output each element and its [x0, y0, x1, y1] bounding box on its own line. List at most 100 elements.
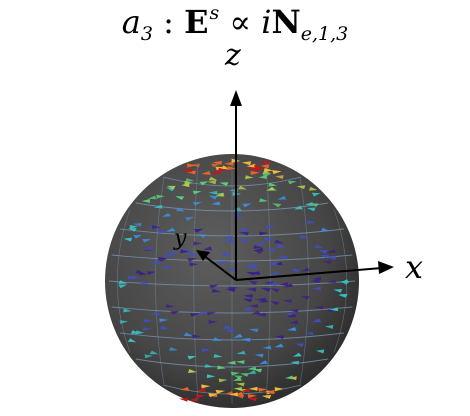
- field-arrow: [249, 166, 259, 171]
- streamline: [162, 176, 302, 187]
- y-axis-line: [202, 254, 237, 281]
- field-arrow: [224, 328, 235, 333]
- field-arrow: [228, 392, 238, 397]
- field-arrow: [306, 207, 316, 212]
- field-arrow: [127, 338, 137, 343]
- field-arrow: [141, 199, 151, 203]
- field-arrow: [206, 311, 217, 316]
- field-arrow: [284, 375, 294, 380]
- field-arrow: [270, 288, 280, 293]
- field-arrow: [254, 164, 264, 169]
- field-arrow: [256, 312, 266, 317]
- field-arrow: [199, 311, 210, 316]
- field-arrow: [143, 246, 153, 251]
- field-arrow: [292, 352, 302, 357]
- field-arrow: [159, 318, 169, 323]
- field-arrow: [319, 254, 329, 259]
- title-N-subscript: e,1,3: [300, 23, 349, 45]
- field-arrow: [263, 167, 274, 172]
- field-arrow: [264, 225, 275, 230]
- field-arrow: [235, 360, 245, 365]
- field-arrow: [296, 185, 306, 190]
- streamline: [111, 306, 353, 314]
- field-arrow: [223, 235, 233, 240]
- field-arrow: [246, 163, 257, 168]
- field-arrow: [295, 343, 305, 347]
- field-arrow: [232, 207, 242, 212]
- field-arrow: [304, 202, 314, 206]
- streamline: [116, 209, 131, 353]
- field-arrow: [259, 231, 269, 236]
- field-arrow: [201, 171, 211, 175]
- field-arrow: [184, 216, 195, 221]
- field-arrow: [293, 205, 303, 210]
- field-arrow: [218, 378, 228, 383]
- field-arrow: [158, 256, 168, 261]
- field-arrow: [236, 350, 246, 355]
- field-arrow: [233, 375, 243, 380]
- field-arrow: [275, 175, 284, 180]
- field-arrow: [215, 389, 226, 394]
- field-arrow: [248, 328, 259, 333]
- field-arrow: [149, 350, 159, 355]
- field-arrow: [230, 371, 240, 376]
- field-arrow: [274, 343, 284, 348]
- field-arrow: [268, 182, 278, 187]
- streamline: [108, 280, 356, 287]
- field-arrow: [306, 220, 316, 225]
- field-arrow: [248, 386, 258, 391]
- streamline: [135, 358, 329, 368]
- field-arrow: [243, 294, 253, 298]
- x-axis-arrowhead: [378, 261, 394, 274]
- field-arrow: [201, 348, 211, 353]
- field-arrow: [182, 168, 192, 173]
- field-arrow: [162, 212, 172, 217]
- field-arrow: [278, 255, 288, 260]
- field-arrow: [240, 388, 251, 393]
- field-arrow: [208, 190, 218, 195]
- field-arrow: [237, 185, 247, 190]
- field-arrow: [258, 175, 267, 179]
- field-arrow: [119, 320, 129, 324]
- field-arrow: [340, 281, 349, 285]
- field-arrow: [215, 192, 225, 197]
- sphere-body: [105, 154, 359, 408]
- field-arrow: [310, 279, 320, 283]
- streamline: [111, 254, 353, 262]
- field-arrow: [266, 186, 276, 191]
- field-arrow: [118, 280, 128, 284]
- field-arrow: [245, 271, 256, 276]
- field-arrow: [123, 237, 133, 242]
- field-arrow: [175, 207, 185, 212]
- field-arrow: [257, 387, 268, 392]
- field-arrow: [250, 310, 261, 315]
- field-arrow: [208, 393, 218, 398]
- field-arrow: [216, 365, 226, 370]
- field-arrow: [327, 256, 337, 260]
- field-arrow: [322, 260, 332, 265]
- field-arrow: [261, 288, 271, 292]
- field-arrow: [262, 160, 272, 164]
- field-arrow: [118, 284, 128, 289]
- field-arrow: [151, 225, 161, 229]
- field-arrow: [189, 313, 200, 317]
- field-arrow: [272, 203, 282, 208]
- field-arrow: [237, 227, 248, 232]
- field-arrow: [247, 394, 257, 399]
- field-arrow: [246, 287, 257, 292]
- field-arrow: [269, 271, 279, 276]
- field-arrow: [152, 311, 162, 316]
- field-arrow: [274, 387, 284, 392]
- field-arrow: [267, 282, 277, 286]
- field-arrow: [239, 231, 249, 236]
- field-arrow: [144, 354, 153, 359]
- field-arrow: [204, 364, 214, 368]
- field-arrow: [314, 305, 324, 310]
- field-arrow: [191, 163, 201, 168]
- field-arrow: [180, 183, 190, 188]
- field-arrow: [247, 280, 258, 285]
- field-arrow: [262, 345, 272, 350]
- field-arrow: [146, 271, 156, 276]
- field-arrow: [195, 394, 206, 399]
- x-axis-label: x: [405, 248, 424, 286]
